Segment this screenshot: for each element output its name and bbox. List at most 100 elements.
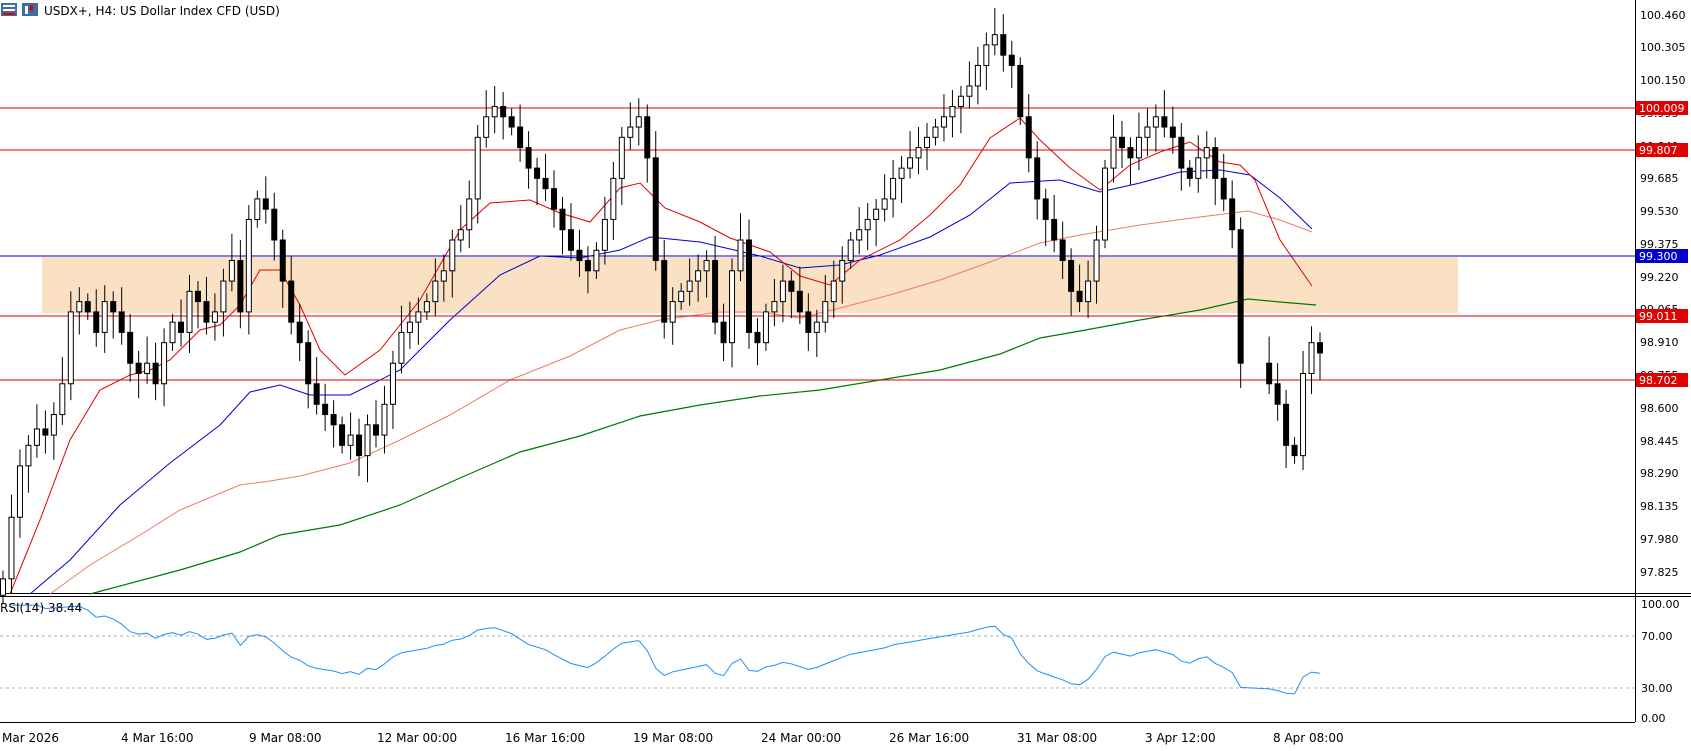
candle-body (974, 64, 981, 87)
level-label-100009: 100.009 (1636, 101, 1688, 115)
candle-body (983, 44, 990, 66)
candle-body (1203, 147, 1210, 159)
candle-body (211, 311, 218, 323)
ma-blue-line (29, 169, 1313, 595)
candle-body (1291, 444, 1298, 457)
price-tick-label: 100.305 (1640, 41, 1686, 54)
level-label-98702: 98.702 (1636, 373, 1688, 387)
candle-body (347, 434, 354, 446)
candle-body (1212, 147, 1219, 179)
time-tick-label: 8 Apr 08:00 (1273, 731, 1344, 745)
candle-body (76, 301, 83, 313)
candle-body (305, 342, 312, 385)
time-tick-label: Mar 2026 (2, 731, 59, 745)
candle-body (372, 424, 379, 436)
candle-body (813, 321, 820, 333)
candle-body (1093, 239, 1100, 282)
candle-body (567, 229, 574, 251)
candle-body (822, 301, 829, 323)
candle-body (796, 290, 803, 313)
candle-body (610, 177, 617, 220)
candle-body (661, 260, 668, 323)
candle-body (8, 516, 15, 580)
candle-body (686, 280, 693, 292)
price-tick-label: 100.150 (1640, 74, 1686, 87)
candle-body (423, 301, 430, 313)
candle-body (449, 239, 456, 272)
rsi-tick-label: 0.00 (1641, 712, 1666, 725)
candle-body (525, 147, 532, 169)
candle-body (364, 424, 371, 457)
candle-body (474, 136, 481, 200)
candle-body (729, 270, 736, 344)
candle-body (1025, 116, 1032, 159)
rsi-tick-label: 100.00 (1641, 598, 1680, 611)
price-tick-label: 98.290 (1640, 467, 1679, 480)
candle-body (1068, 260, 1075, 292)
candle-body (110, 301, 117, 313)
chart-header: USDX+, H4: US Dollar Index CFD (USD) (1, 3, 280, 18)
rsi-tick-label: 70.00 (1641, 630, 1673, 643)
candle-body (1051, 218, 1058, 241)
candle-body (203, 301, 210, 323)
time-tick-label: 9 Mar 08:00 (249, 731, 322, 745)
candle-body (169, 321, 176, 344)
candle-body (644, 116, 651, 159)
candle-body (161, 342, 168, 385)
list-icon[interactable] (1, 3, 17, 16)
svg-text:99.807: 99.807 (1639, 144, 1678, 157)
candle-body (33, 428, 40, 446)
candle-body (194, 290, 201, 303)
candle-body (1034, 157, 1041, 200)
candle-body (1274, 383, 1281, 405)
rsi-line (11, 604, 1321, 695)
candle-body (830, 280, 837, 303)
candle-body (288, 280, 295, 323)
candle-body (669, 301, 676, 323)
candle-body (915, 147, 922, 159)
level-label-99300: 99.300 (1636, 249, 1688, 263)
candle-body (59, 383, 66, 416)
price-tick-label: 100.460 (1640, 9, 1686, 22)
candle-body (356, 434, 363, 457)
candle-body (432, 280, 439, 303)
candle-body (440, 270, 447, 282)
time-tick-label: 16 Mar 16:00 (505, 731, 585, 745)
level-label-99807: 99.807 (1636, 143, 1688, 157)
candle-body (296, 321, 303, 344)
rsi-pane: RSI(14) 38.44 100.00 70.00 30.00 0.00 (0, 598, 1680, 725)
price-tick-label: 97.980 (1640, 533, 1679, 546)
candle-body (949, 106, 956, 118)
candle-body (695, 270, 702, 282)
candle-body (500, 106, 507, 118)
candle-body (991, 34, 998, 46)
candle-body (491, 106, 498, 118)
candle-body (771, 301, 778, 313)
candle-body (779, 280, 786, 303)
time-tick-label: 26 Mar 16:00 (889, 731, 969, 745)
candle-body (678, 290, 685, 303)
candle-body (1237, 229, 1244, 364)
chart-type-icon[interactable] (22, 3, 38, 16)
candle-body (966, 85, 973, 97)
candle-body (1059, 239, 1066, 262)
price-axis: 100.460 100.305 100.150 99.995 99.840 99… (1640, 9, 1686, 579)
candle-body (847, 239, 854, 262)
candle-body (627, 126, 634, 138)
candle-body (1135, 136, 1142, 159)
candle-body (67, 311, 74, 385)
candle-body (635, 116, 642, 128)
candle-body (389, 362, 396, 405)
candle-body (1161, 116, 1168, 128)
price-tick-label: 98.135 (1640, 500, 1679, 513)
candle-body (16, 465, 23, 518)
candle-body (0, 578, 6, 596)
candle-body (1102, 167, 1109, 241)
candle-body (551, 188, 558, 210)
time-axis: Mar 2026 4 Mar 16:00 9 Mar 08:00 12 Mar … (2, 731, 1344, 745)
candle-body (127, 331, 134, 364)
candle-body (381, 403, 388, 436)
candle-body (898, 167, 905, 179)
candle-body (940, 116, 947, 128)
